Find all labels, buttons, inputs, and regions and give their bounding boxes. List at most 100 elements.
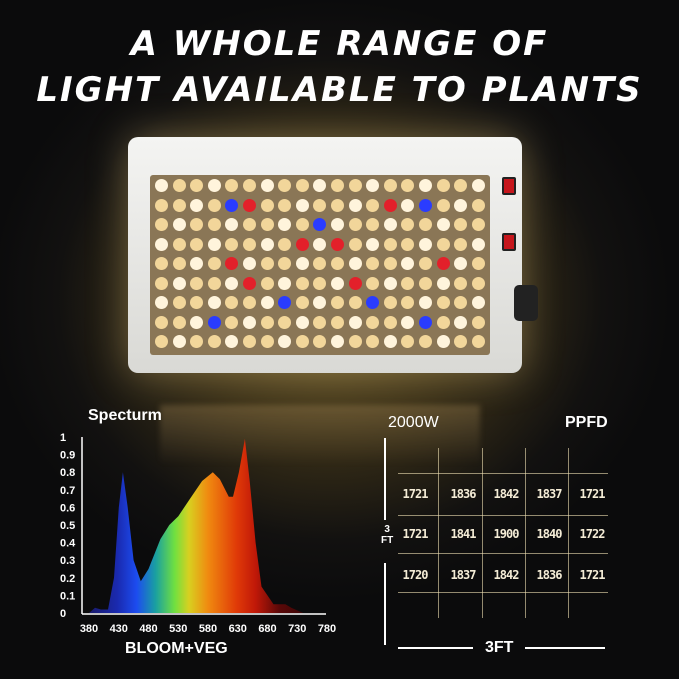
led	[207, 296, 221, 309]
spectrum-area	[89, 438, 327, 613]
led	[225, 198, 239, 212]
led	[401, 315, 415, 329]
led	[348, 315, 362, 329]
height-label: 3 FT	[381, 524, 394, 546]
led	[260, 237, 274, 251]
y-tick-label: 0.6	[60, 502, 75, 514]
led	[243, 315, 256, 329]
led	[190, 198, 204, 212]
led	[471, 179, 485, 192]
led	[155, 257, 168, 270]
led	[207, 218, 221, 231]
led	[366, 198, 380, 212]
ppfd-value: 1720	[402, 568, 429, 582]
led	[295, 296, 309, 309]
led	[190, 335, 204, 348]
led	[419, 315, 432, 329]
grid-line	[568, 448, 569, 618]
led	[331, 198, 344, 212]
led	[419, 237, 432, 251]
y-tick-label: 0.1	[60, 590, 75, 602]
led	[295, 218, 309, 231]
led	[419, 218, 432, 231]
led	[383, 257, 397, 270]
x-tick-label: 730	[288, 623, 306, 635]
led	[278, 257, 292, 270]
led	[243, 335, 256, 348]
led	[436, 335, 450, 348]
led	[401, 257, 415, 270]
led	[172, 276, 186, 290]
led	[225, 218, 239, 231]
led	[383, 335, 397, 348]
led	[172, 296, 186, 309]
led	[172, 257, 186, 270]
led	[260, 276, 274, 290]
led	[366, 218, 380, 231]
led	[207, 198, 221, 212]
ppfd-value: 1840	[536, 527, 563, 541]
ppfd-value: 1836	[450, 487, 477, 501]
grid-line	[398, 473, 608, 474]
led	[207, 335, 221, 348]
x-tick-label: 530	[169, 623, 187, 635]
led	[207, 179, 221, 192]
led	[190, 179, 204, 192]
grid-line	[398, 515, 608, 516]
led	[331, 257, 344, 270]
led	[313, 218, 327, 231]
led	[278, 335, 292, 348]
led	[401, 198, 415, 212]
led	[225, 257, 239, 270]
x-tick-label: 580	[199, 623, 217, 635]
headline-line2: LIGHT AVAILABLE TO PLANTS	[36, 70, 643, 110]
y-tick-label: 0.2	[60, 573, 75, 585]
led	[190, 257, 204, 270]
led	[243, 179, 256, 192]
led	[155, 218, 168, 231]
led	[172, 335, 186, 348]
chart-xlabel: BLOOM+VEG	[125, 640, 228, 657]
led	[471, 296, 485, 309]
y-tick-label: 0.5	[60, 520, 75, 532]
grow-light-panel	[128, 137, 538, 373]
led	[207, 315, 221, 329]
led	[383, 218, 397, 231]
reflection	[160, 405, 480, 465]
led	[436, 179, 450, 192]
led	[295, 198, 309, 212]
led	[436, 218, 450, 231]
led	[454, 276, 468, 290]
led	[295, 179, 309, 192]
led	[172, 179, 186, 192]
led	[278, 315, 292, 329]
led	[436, 237, 450, 251]
led	[348, 276, 362, 290]
led	[366, 335, 380, 348]
led	[366, 237, 380, 251]
ppfd-value: 1721	[579, 568, 606, 582]
led	[419, 296, 432, 309]
ppfd-value: 1722	[579, 527, 606, 541]
led	[348, 257, 362, 270]
led	[225, 335, 239, 348]
grid-line	[525, 448, 526, 618]
power-label: 2000W	[388, 414, 439, 431]
y-tick-label: 0.4	[60, 538, 76, 550]
led	[225, 315, 239, 329]
led	[172, 198, 186, 212]
y-tick-label: 0.7	[60, 485, 75, 497]
led	[225, 179, 239, 192]
led	[348, 296, 362, 309]
power-switch-icon	[502, 233, 516, 251]
led	[190, 276, 204, 290]
led	[190, 237, 204, 251]
grid-line	[482, 448, 483, 618]
led	[383, 237, 397, 251]
ppfd-value: 1721	[402, 527, 429, 541]
led	[155, 198, 168, 212]
led	[471, 315, 485, 329]
led	[454, 296, 468, 309]
led	[383, 179, 397, 192]
led	[207, 257, 221, 270]
